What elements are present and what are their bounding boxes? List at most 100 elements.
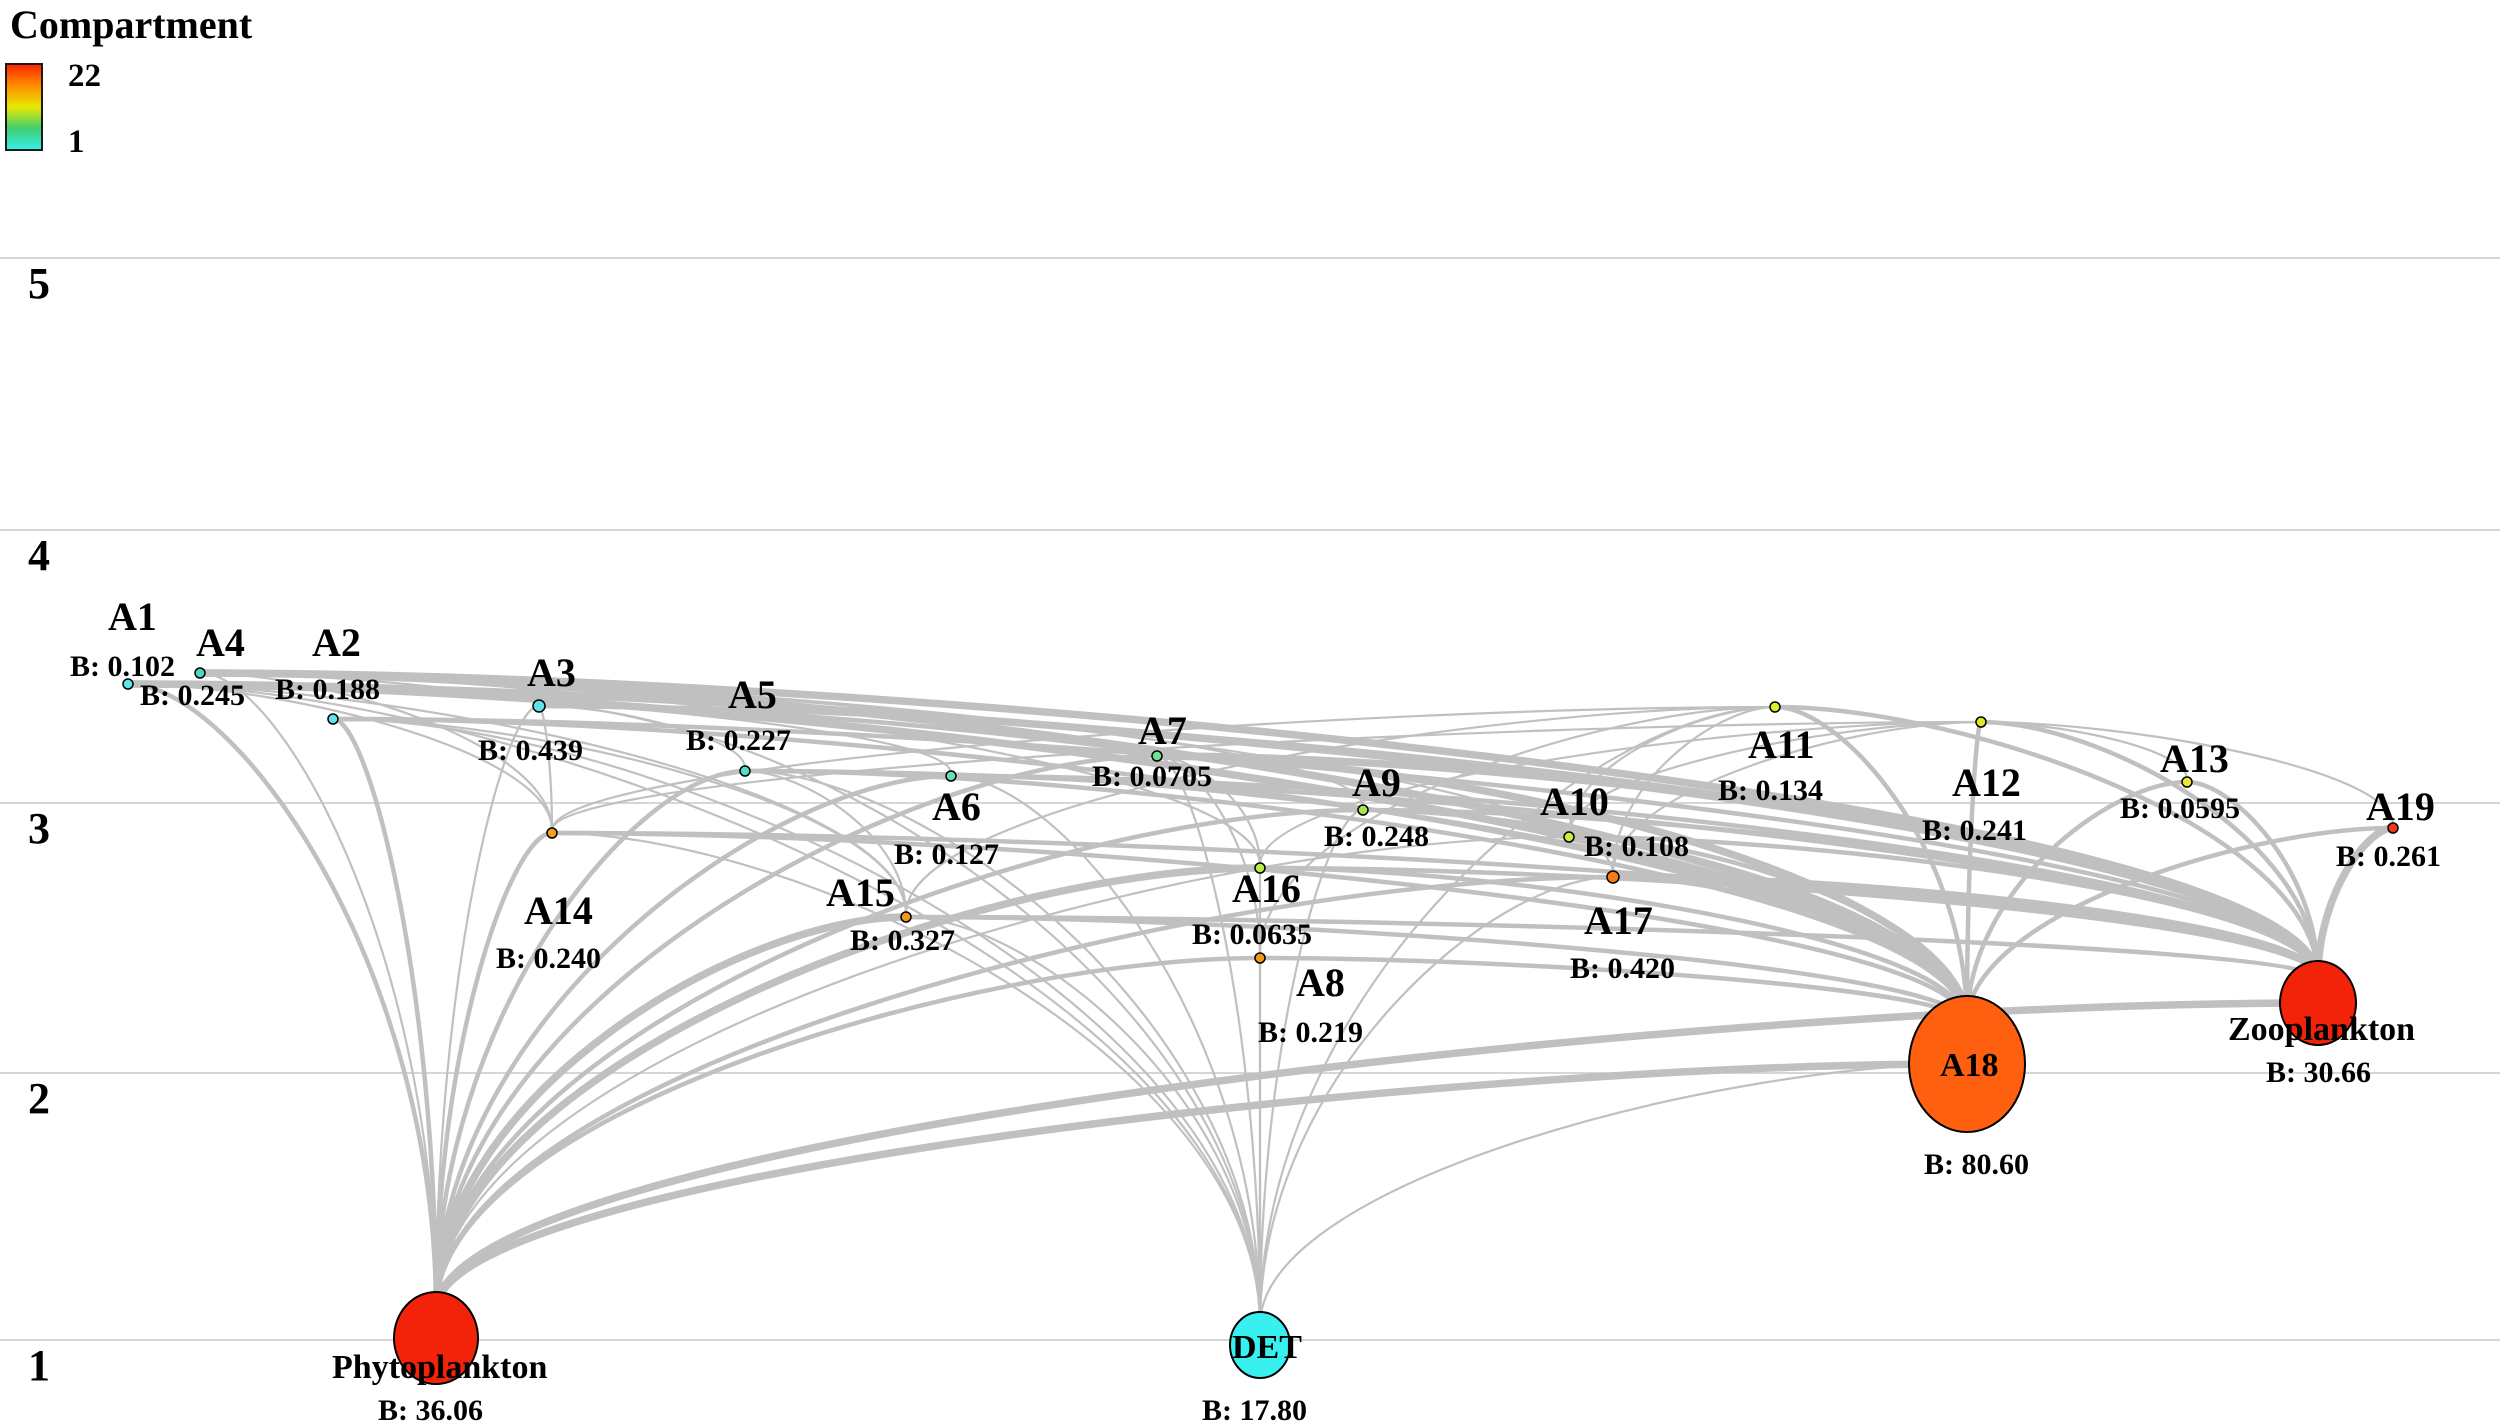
flow-edge [1979, 720, 2395, 827]
y-tick-label: 2 [28, 1074, 50, 1123]
node-circle[interactable] [1151, 750, 1163, 762]
flow-edge [904, 915, 1262, 1327]
flow-edge [433, 807, 1366, 1313]
node-a16[interactable]: A16 B: 0.0635 [1192, 862, 1312, 951]
node-a4[interactable]: A4 B: 0.245 [140, 620, 245, 712]
node-circle[interactable] [2387, 822, 2399, 834]
y-tick-label: 3 [28, 804, 50, 853]
flow-edge [433, 830, 555, 1313]
node-circle[interactable] [1254, 952, 1266, 964]
flow-edge [743, 769, 1262, 1327]
flow-edge [743, 769, 908, 916]
node-circle[interactable] [1254, 862, 1266, 874]
node-phytoplankton[interactable]: Phytoplankton B: 36.06 [332, 1291, 547, 1425]
flow-edge [198, 671, 1365, 809]
node-biomass: B: 0.219 [1258, 1016, 1363, 1049]
node-a15[interactable]: A15 B: 0.327 [826, 870, 955, 957]
node-circle[interactable] [532, 699, 546, 713]
node-biomass: B: 0.108 [1584, 830, 1689, 863]
flow-edge [1257, 865, 1970, 1026]
node-name: A5 [728, 672, 777, 717]
node-name: A3 [527, 650, 576, 695]
node-a18[interactable]: A18 B: 80.60 [1908, 995, 2029, 1181]
node-biomass: B: 80.60 [1924, 1148, 2029, 1181]
flow-edge [1258, 720, 1983, 867]
node-name: A16 [1232, 866, 1301, 911]
node-name: A12 [1952, 760, 2021, 805]
node-det[interactable]: DET B: 17.80 [1202, 1311, 1307, 1425]
node-circle[interactable] [1908, 995, 2026, 1133]
node-biomass: B: 0.261 [2336, 840, 2441, 873]
node-a11[interactable]: A11 B: 0.134 [1718, 701, 1823, 807]
node-circle[interactable] [327, 713, 339, 725]
node-biomass: B: 17.80 [1202, 1394, 1307, 1425]
node-a17[interactable]: A17 B: 0.420 [1570, 870, 1675, 985]
flow-edge [434, 835, 1571, 1312]
node-name: A4 [196, 620, 245, 665]
node-circle[interactable] [739, 765, 751, 777]
node-name: A2 [312, 620, 361, 665]
flow-edge [550, 831, 1262, 1327]
node-zooplankton[interactable]: Zooplankton B: 30.66 [2228, 960, 2415, 1089]
flow-edge [550, 705, 1777, 832]
flow-edge [433, 753, 1160, 1313]
node-a9[interactable]: A9 B: 0.248 [1324, 760, 1429, 853]
node-a5[interactable]: A5 B: 0.227 [686, 672, 791, 777]
flow-edge [1567, 720, 1983, 836]
legend-max-label: 22 [68, 58, 101, 94]
flow-edge [1772, 704, 1970, 1026]
node-name: A1 [108, 594, 157, 639]
node-a2[interactable]: A2 B: 0.188 [275, 620, 380, 725]
node-circle[interactable] [2279, 960, 2357, 1046]
node-a19[interactable]: A19 B: 0.261 [2336, 784, 2441, 873]
node-circle[interactable] [900, 911, 912, 923]
node-a13[interactable]: A13 B: 0.0595 [2120, 736, 2240, 825]
flow-edge [433, 773, 954, 1313]
flow-edge [1155, 754, 1262, 867]
legend-colorbar [5, 63, 43, 151]
node-a14[interactable]: A14 B: 0.240 [496, 827, 601, 975]
flow-edge [1258, 1062, 1969, 1327]
node-name: A6 [932, 784, 981, 829]
node-biomass: B: 0.134 [1718, 774, 1823, 807]
flow-edge [1611, 720, 1983, 875]
node-circle[interactable] [1606, 870, 1620, 884]
flow-edge [1611, 705, 1777, 875]
flow-edge [550, 720, 1983, 832]
legend-min-label: 1 [68, 124, 85, 160]
flow-edge [2184, 779, 2321, 981]
node-circle[interactable] [1229, 1311, 1291, 1379]
node-circle[interactable] [546, 827, 558, 839]
node-a8[interactable]: A8 B: 0.219 [1254, 952, 1363, 1049]
node-a7[interactable]: A7 B: 0.0705 [1092, 708, 1212, 793]
node-circle[interactable] [1357, 804, 1369, 816]
flow-edge [1964, 825, 2396, 1026]
flow-edge [198, 671, 747, 770]
flow-edge [1567, 705, 1777, 836]
node-name: A13 [2160, 736, 2229, 781]
y-tick-label: 4 [28, 531, 50, 580]
node-name: A19 [2366, 784, 2435, 829]
node-biomass: B: 0.102 [70, 650, 175, 683]
node-a1[interactable]: A1 B: 0.102 [70, 594, 175, 690]
flow-edge [1155, 754, 1262, 957]
node-circle[interactable] [1769, 701, 1781, 713]
flow-edge [126, 682, 554, 832]
node-a10[interactable]: A10 B: 0.108 [1540, 779, 1689, 863]
node-a3[interactable]: A3 B: 0.439 [478, 650, 583, 767]
node-circle[interactable] [194, 667, 206, 679]
node-name: A17 [1584, 898, 1653, 943]
node-circle[interactable] [1975, 716, 1987, 728]
flow-edge [1978, 719, 2321, 981]
node-biomass: B: 0.420 [1570, 952, 1675, 985]
flow-edge [330, 716, 439, 1313]
node-circle[interactable] [122, 678, 134, 690]
node-biomass: B: 0.188 [275, 673, 380, 706]
node-a6[interactable]: A6 B: 0.127 [894, 770, 999, 871]
node-a12[interactable]: A12 B: 0.241 [1922, 716, 2027, 847]
node-circle[interactable] [2181, 776, 2193, 788]
node-circle[interactable] [393, 1291, 479, 1385]
node-circle[interactable] [945, 770, 957, 782]
flow-edge [2314, 824, 2397, 982]
node-circle[interactable] [1563, 831, 1575, 843]
